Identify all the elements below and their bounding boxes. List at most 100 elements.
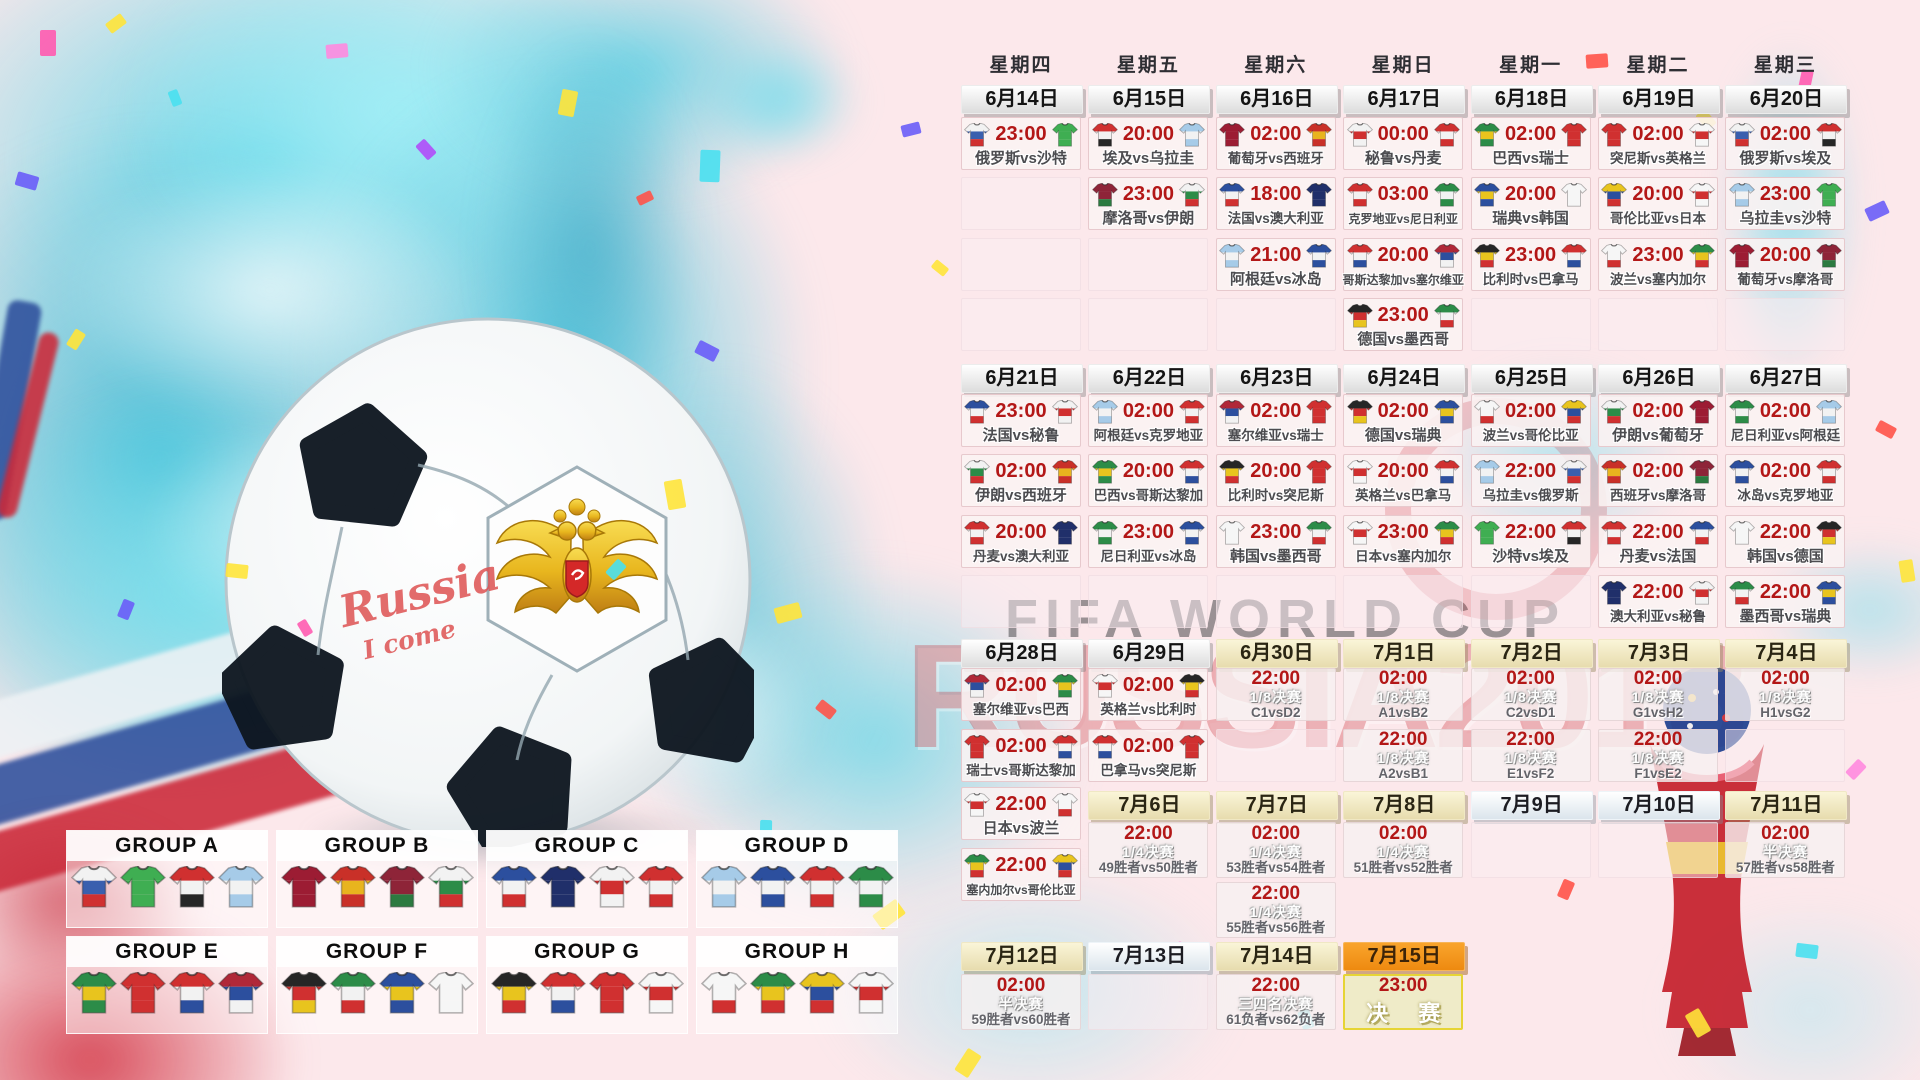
match-cell[interactable]: 00:00 秘鲁vs丹麦 [1343,117,1464,170]
match-cell[interactable]: 23:00 比利时vs巴拿马 [1470,238,1591,291]
match-cell[interactable]: 22:00 丹麦vs法国 [1598,515,1718,568]
knockout-cell[interactable]: 02:00 半决赛 59胜者vs60胜者 [961,974,1081,1030]
match-cell[interactable]: 02:00 巴西vs瑞士 [1470,117,1591,170]
date-button[interactable]: 7月2日 [1470,639,1593,668]
date-button[interactable]: 7月13日 [1088,942,1211,971]
date-button[interactable]: 6月22日 [1088,364,1211,393]
knockout-cell[interactable]: 02:00 1/8决赛 G1vsH2 [1598,668,1718,721]
date-button[interactable]: 6月17日 [1343,85,1466,114]
date-button[interactable]: 6月19日 [1598,85,1720,114]
date-button[interactable]: 6月27日 [1725,364,1848,393]
match-cell[interactable]: 20:00 哥伦比亚vs日本 [1598,177,1718,230]
match-cell[interactable]: 23:00 韩国vs墨西哥 [1215,515,1336,568]
knockout-cell[interactable]: 02:00 1/8决赛 C2vsD1 [1470,668,1591,721]
match-cell[interactable]: 02:00 波兰vs哥伦比亚 [1470,394,1591,447]
match-cell[interactable]: 23:00 法国vs秘鲁 [961,394,1081,447]
match-cell[interactable]: 02:00 塞尔维亚vs瑞士 [1215,394,1336,447]
match-cell[interactable]: 18:00 法国vs澳大利亚 [1215,177,1336,230]
date-button[interactable]: 6月20日 [1725,85,1848,114]
date-button[interactable]: 7月8日 [1343,791,1466,820]
knockout-cell[interactable]: 02:00 1/8决赛 A1vsB2 [1343,668,1464,721]
date-button[interactable]: 7月12日 [961,942,1083,971]
date-button[interactable]: 6月24日 [1343,364,1466,393]
match-cell[interactable]: 22:00 沙特vs埃及 [1470,515,1591,568]
match-cell[interactable]: 02:00 尼日利亚vs阿根廷 [1725,394,1846,447]
match-cell[interactable]: 20:00 英格兰vs巴拿马 [1343,454,1464,507]
date-button[interactable]: 7月10日 [1598,791,1720,820]
date-button[interactable]: 6月18日 [1470,85,1593,114]
away-jersey-icon [1178,122,1205,147]
date-button[interactable]: 7月14日 [1215,942,1338,971]
match-cell[interactable]: 02:00 巴拿马vs突尼斯 [1088,729,1209,782]
date-button[interactable]: 6月28日 [961,639,1083,668]
match-cell[interactable]: 03:00 克罗地亚vs尼日利亚 [1343,177,1464,230]
final-cell[interactable]: 23:00 决 赛 [1343,974,1464,1030]
match-cell[interactable]: 02:00 瑞士vs哥斯达黎加 [961,729,1081,782]
date-button[interactable]: 7月1日 [1343,639,1466,668]
match-cell[interactable]: 22:00 墨西哥vs瑞典 [1725,575,1846,628]
match-cell[interactable]: 23:00 摩洛哥vs伊朗 [1088,177,1209,230]
match-cell[interactable]: 02:00 俄罗斯vs埃及 [1725,117,1846,170]
match-cell[interactable]: 23:00 日本vs塞内加尔 [1343,515,1464,568]
knockout-cell[interactable]: 02:00 1/8决赛 H1vsG2 [1725,668,1846,721]
match-cell[interactable]: 02:00 突尼斯vs英格兰 [1598,117,1718,170]
match-cell[interactable]: 02:00 葡萄牙vs西班牙 [1215,117,1336,170]
date-button[interactable]: 7月15日 [1343,942,1466,971]
date-button[interactable]: 7月7日 [1215,791,1338,820]
knockout-cell[interactable]: 22:00 1/8决赛 C1vsD2 [1215,668,1336,721]
date-button[interactable]: 7月3日 [1598,639,1720,668]
date-button[interactable]: 6月15日 [1088,85,1211,114]
home-jersey-icon [1091,399,1118,424]
date-button[interactable]: 7月6日 [1088,791,1211,820]
knockout-cell[interactable]: 22:00 1/8决赛 E1vsF2 [1470,729,1591,782]
knockout-cell[interactable]: 22:00 1/8决赛 F1vsE2 [1598,729,1718,782]
date-button[interactable]: 6月23日 [1215,364,1338,393]
date-button[interactable]: 7月4日 [1725,639,1848,668]
match-cell[interactable]: 20:00 哥斯达黎加vs塞尔维亚 [1343,238,1464,291]
knockout-cell[interactable]: 22:00 1/4决赛 49胜者vs50胜者 [1088,822,1209,878]
knockout-cell[interactable]: 22:00 三四名决赛 61负者vs62负者 [1215,974,1336,1030]
match-cell[interactable]: 23:00 乌拉圭vs沙特 [1725,177,1846,230]
match-cell[interactable]: 02:00 塞尔维亚vs巴西 [961,668,1081,721]
match-cell[interactable]: 20:00 比利时vs突尼斯 [1215,454,1336,507]
match-cell[interactable]: 02:00 伊朗vs西班牙 [961,454,1081,507]
knockout-cell[interactable]: 22:00 1/8决赛 A2vsB1 [1343,729,1464,782]
match-cell[interactable]: 22:00 日本vs波兰 [961,787,1081,840]
date-button[interactable]: 6月14日 [961,85,1083,114]
match-teams: 英格兰vs巴拿马 [1355,487,1452,503]
match-cell[interactable]: 23:00 德国vs墨西哥 [1343,298,1464,351]
match-cell[interactable]: 22:00 澳大利亚vs秘鲁 [1598,575,1718,628]
match-cell[interactable]: 23:00 波兰vs塞内加尔 [1598,238,1718,291]
match-cell[interactable]: 22:00 乌拉圭vs俄罗斯 [1470,454,1591,507]
knockout-cell[interactable]: 02:00 半决赛 57胜者vs58胜者 [1725,822,1846,878]
match-cell[interactable]: 20:00 巴西vs哥斯达黎加 [1088,454,1209,507]
match-cell[interactable]: 02:00 阿根廷vs克罗地亚 [1088,394,1209,447]
date-button[interactable]: 6月30日 [1215,639,1338,668]
match-cell[interactable]: 20:00 瑞典vs韩国 [1470,177,1591,230]
match-cell[interactable]: 20:00 丹麦vs澳大利亚 [961,515,1081,568]
match-cell[interactable]: 02:00 西班牙vs摩洛哥 [1598,454,1718,507]
knockout-cell[interactable]: 02:00 1/4决赛 53胜者vs54胜者 [1215,822,1336,878]
date-button[interactable]: 7月11日 [1725,791,1848,820]
match-cell[interactable]: 20:00 埃及vs乌拉圭 [1088,117,1209,170]
match-cell[interactable]: 23:00 俄罗斯vs沙特 [961,117,1081,170]
team-jersey-icon [798,866,845,908]
date-button[interactable]: 7月9日 [1470,791,1593,820]
date-button[interactable]: 6月26日 [1598,364,1720,393]
match-cell[interactable]: 02:00 德国vs瑞典 [1343,394,1464,447]
date-button[interactable]: 6月29日 [1088,639,1211,668]
match-cell[interactable]: 22:00 塞内加尔vs哥伦比亚 [961,848,1081,901]
match-cell[interactable]: 02:00 冰岛vs克罗地亚 [1725,454,1846,507]
match-cell[interactable]: 22:00 韩国vs德国 [1725,515,1846,568]
match-cell[interactable]: 02:00 伊朗vs葡萄牙 [1598,394,1718,447]
knockout-cell[interactable]: 22:00 1/4决赛 55胜者vs56胜者 [1215,882,1336,938]
match-cell[interactable]: 23:00 尼日利亚vs冰岛 [1088,515,1209,568]
home-jersey-icon [1346,399,1373,424]
match-cell[interactable]: 20:00 葡萄牙vs摩洛哥 [1725,238,1846,291]
match-cell[interactable]: 02:00 英格兰vs比利时 [1088,668,1209,721]
date-button[interactable]: 6月16日 [1215,85,1338,114]
date-button[interactable]: 6月25日 [1470,364,1593,393]
date-button[interactable]: 6月21日 [961,364,1083,393]
match-cell[interactable]: 21:00 阿根廷vs冰岛 [1215,238,1336,291]
knockout-cell[interactable]: 02:00 1/4决赛 51胜者vs52胜者 [1343,822,1464,878]
